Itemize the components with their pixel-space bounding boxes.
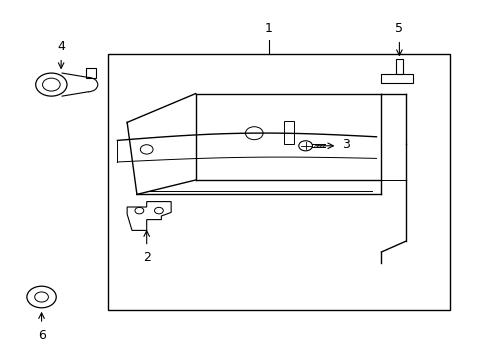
Text: 4: 4 [57,40,65,53]
Text: 3: 3 [342,138,349,150]
Text: 2: 2 [142,251,150,264]
Bar [395,59,402,74]
Text: 6: 6 [38,329,45,342]
Bar [85,68,96,78]
Bar [107,54,449,310]
Bar [381,74,412,83]
Text: 5: 5 [395,22,403,35]
Bar [283,121,294,144]
Text: 1: 1 [264,22,272,35]
